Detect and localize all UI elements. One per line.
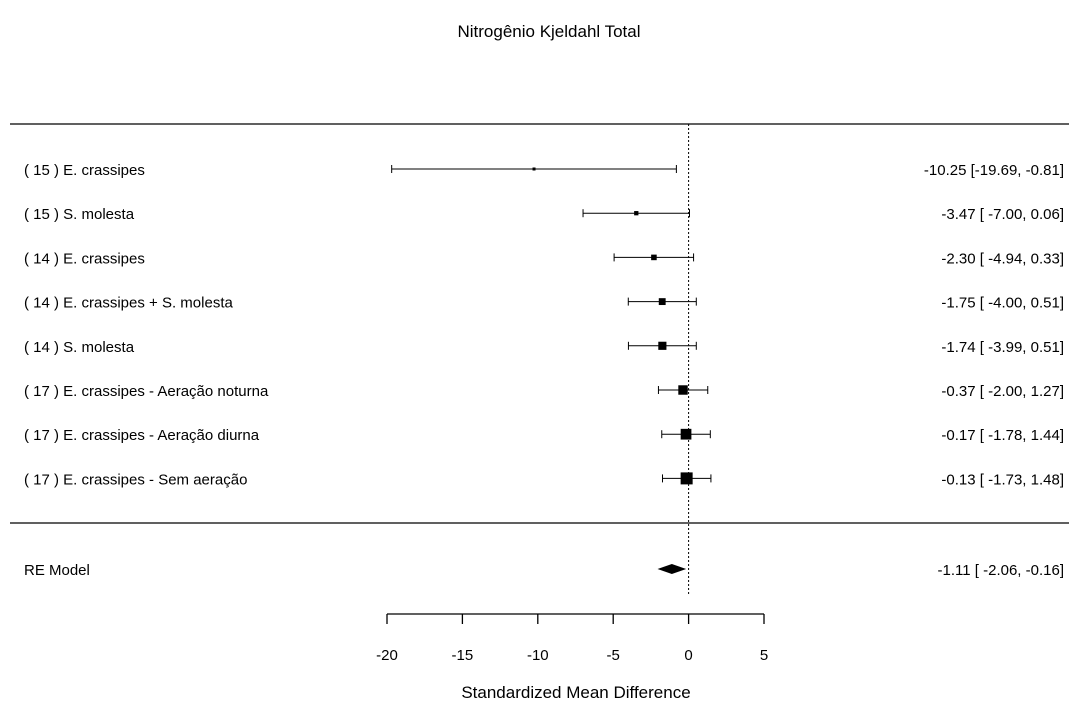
x-axis-label: Standardized Mean Difference: [461, 683, 690, 702]
effect-point: [651, 254, 657, 261]
effect-point: [532, 167, 536, 171]
study-label: ( 14 ) E. crassipes: [24, 250, 145, 267]
study-effect-text: -2.30 [ -4.94, 0.33]: [941, 250, 1064, 267]
study-effect-text: -10.25 [-19.69, -0.81]: [924, 162, 1064, 179]
x-tick-label: 0: [684, 647, 692, 664]
effect-point: [658, 298, 666, 306]
effect-point: [678, 385, 688, 395]
x-tick-label: -15: [452, 647, 474, 664]
study-rows: ( 15 ) E. crassipes -10.25 [-19.69, -0.81…: [24, 162, 1064, 488]
study-effect-text: -0.37 [ -2.00, 1.27]: [941, 383, 1064, 400]
chart-title: Nitrogênio Kjeldahl Total: [457, 22, 640, 41]
study-row: ( 15 ) S. molesta -3.47 [ -7.00, 0.06]: [24, 206, 1064, 223]
study-effect-text: -3.47 [ -7.00, 0.06]: [941, 206, 1064, 223]
study-label: ( 14 ) S. molesta: [24, 339, 135, 356]
summary-effect-text: -1.11 [ -2.06, -0.16]: [938, 562, 1064, 579]
study-effect-text: -0.17 [ -1.78, 1.44]: [941, 427, 1064, 444]
effect-point: [634, 211, 639, 216]
summary-diamond: [657, 564, 687, 574]
study-row: ( 14 ) E. crassipes -2.30 [ -4.94, 0.33]: [24, 250, 1064, 267]
x-axis: -20 -15 -10 -5 0 5: [376, 613, 768, 664]
study-row: ( 15 ) E. crassipes -10.25 [-19.69, -0.81…: [24, 162, 1064, 179]
study-label: ( 15 ) E. crassipes: [24, 162, 145, 179]
study-row: ( 14 ) S. molesta -1.74 [ -3.99, 0.51]: [24, 339, 1064, 356]
study-label: ( 17 ) E. crassipes - Sem aeração: [24, 471, 247, 488]
study-effect-text: -1.75 [ -4.00, 0.51]: [941, 295, 1064, 312]
study-label: ( 17 ) E. crassipes - Aeração diurna: [24, 427, 260, 444]
x-tick-label: 5: [760, 647, 768, 664]
study-row: ( 17 ) E. crassipes - Aeração diurna -0.1…: [24, 427, 1064, 444]
effect-point: [680, 472, 693, 485]
summary-row: RE Model -1.11 [ -2.06, -0.16]: [24, 562, 1064, 579]
effect-point: [658, 341, 667, 350]
effect-point: [680, 428, 692, 440]
summary-label: RE Model: [24, 562, 90, 579]
study-row: ( 17 ) E. crassipes - Aeração noturna -0.…: [24, 383, 1064, 400]
x-tick-label: -5: [607, 647, 620, 664]
study-label: ( 14 ) E. crassipes + S. molesta: [24, 295, 233, 312]
study-row: ( 14 ) E. crassipes + S. molesta -1.75 [ …: [24, 295, 1064, 312]
x-tick-label: -20: [376, 647, 398, 664]
study-label: ( 15 ) S. molesta: [24, 206, 135, 223]
study-effect-text: -1.74 [ -3.99, 0.51]: [941, 339, 1064, 356]
study-effect-text: -0.13 [ -1.73, 1.48]: [941, 471, 1064, 488]
study-row: ( 17 ) E. crassipes - Sem aeração -0.13 […: [24, 471, 1064, 488]
x-tick-label: -10: [527, 647, 549, 664]
study-label: ( 17 ) E. crassipes - Aeração noturna: [24, 383, 269, 400]
